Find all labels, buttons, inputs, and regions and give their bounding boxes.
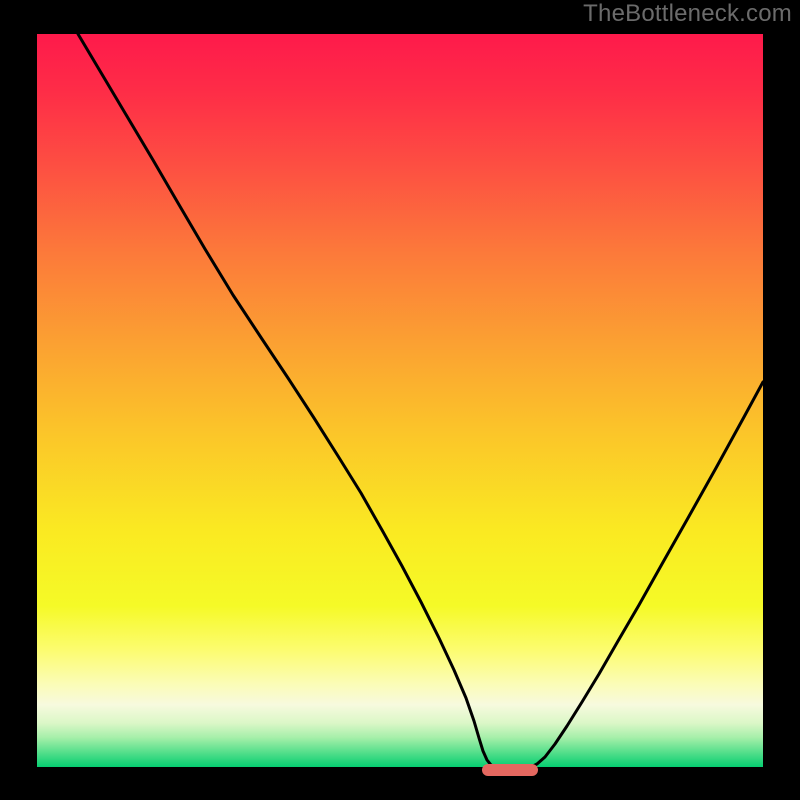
stage: TheBottleneck.com (0, 0, 800, 800)
bottom-marker-pill (482, 764, 538, 776)
curve-layer (37, 34, 763, 767)
plot-area (37, 34, 763, 767)
bottleneck-curve (78, 34, 763, 767)
watermark-text: TheBottleneck.com (583, 0, 792, 28)
